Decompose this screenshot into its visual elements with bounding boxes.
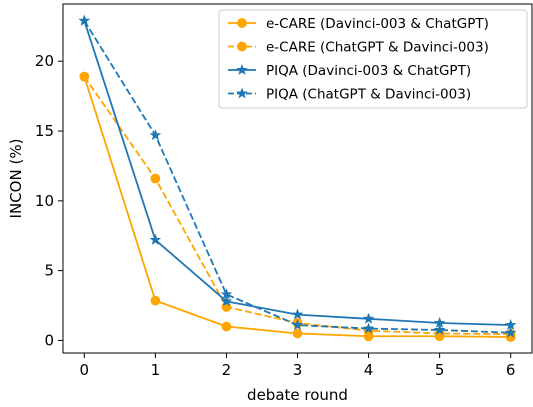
x-tick-label: 0 — [80, 361, 90, 379]
x-axis-label: debate round — [247, 386, 348, 404]
legend-marker — [236, 87, 248, 99]
series-4-point — [220, 288, 233, 300]
y-axis-label: INCON (%) — [7, 139, 25, 219]
series-4 — [78, 14, 517, 338]
legend-label: e-CARE (ChatGPT & Davinci-003) — [266, 40, 489, 56]
y-axis-ticks: 0 5 10 15 20 — [35, 52, 63, 349]
x-tick-label: 5 — [435, 361, 445, 379]
x-tick-label: 6 — [506, 361, 516, 379]
series-4-point — [149, 129, 162, 141]
series-3-point — [291, 308, 304, 320]
series-2-point — [79, 71, 90, 82]
legend-marker — [237, 41, 247, 52]
series-3-point — [149, 233, 162, 245]
legend-item: e-CARE (ChatGPT & Davinci-003) — [228, 40, 489, 56]
y-tick-label: 5 — [44, 262, 54, 280]
series-1-point — [150, 295, 161, 306]
series-4-point — [78, 14, 91, 26]
x-tick-label: 4 — [364, 361, 374, 379]
legend-item: PIQA (Davinci-003 & ChatGPT) — [228, 63, 471, 79]
y-tick-label: 10 — [35, 192, 54, 210]
legend: e-CARE (Davinci-003 & ChatGPT) e-CARE (Ch… — [218, 9, 528, 109]
x-tick-label: 3 — [293, 361, 303, 379]
series-4-point — [362, 322, 375, 334]
y-tick-label: 20 — [35, 52, 54, 70]
series-4-point — [433, 323, 446, 335]
x-tick-label: 2 — [222, 361, 232, 379]
legend-label: e-CARE (Davinci-003 & ChatGPT) — [266, 16, 489, 32]
series-1-point — [221, 321, 232, 332]
legend-item: PIQA (ChatGPT & Davinci-003) — [228, 87, 471, 103]
series-3-point — [220, 295, 233, 307]
legend-item: e-CARE (Davinci-003 & ChatGPT) — [228, 16, 489, 32]
series-4-point — [291, 319, 304, 330]
series-1-point — [292, 328, 303, 339]
series-3-point — [362, 312, 375, 324]
legend-marker — [236, 63, 248, 75]
legend-label: PIQA (Davinci-003 & ChatGPT) — [266, 63, 471, 79]
series-2-point — [150, 173, 161, 184]
y-tick-label: 15 — [35, 122, 54, 140]
legend-marker — [237, 18, 247, 28]
legend-box — [218, 9, 528, 109]
series-4-point — [504, 326, 517, 338]
legend-label: PIQA (ChatGPT & Davinci-003) — [266, 87, 471, 103]
x-tick-label: 1 — [151, 361, 161, 379]
y-tick-label: 0 — [44, 331, 54, 349]
series-layer — [78, 14, 517, 342]
x-axis-ticks: 0 1 2 3 4 5 6 — [80, 353, 516, 379]
